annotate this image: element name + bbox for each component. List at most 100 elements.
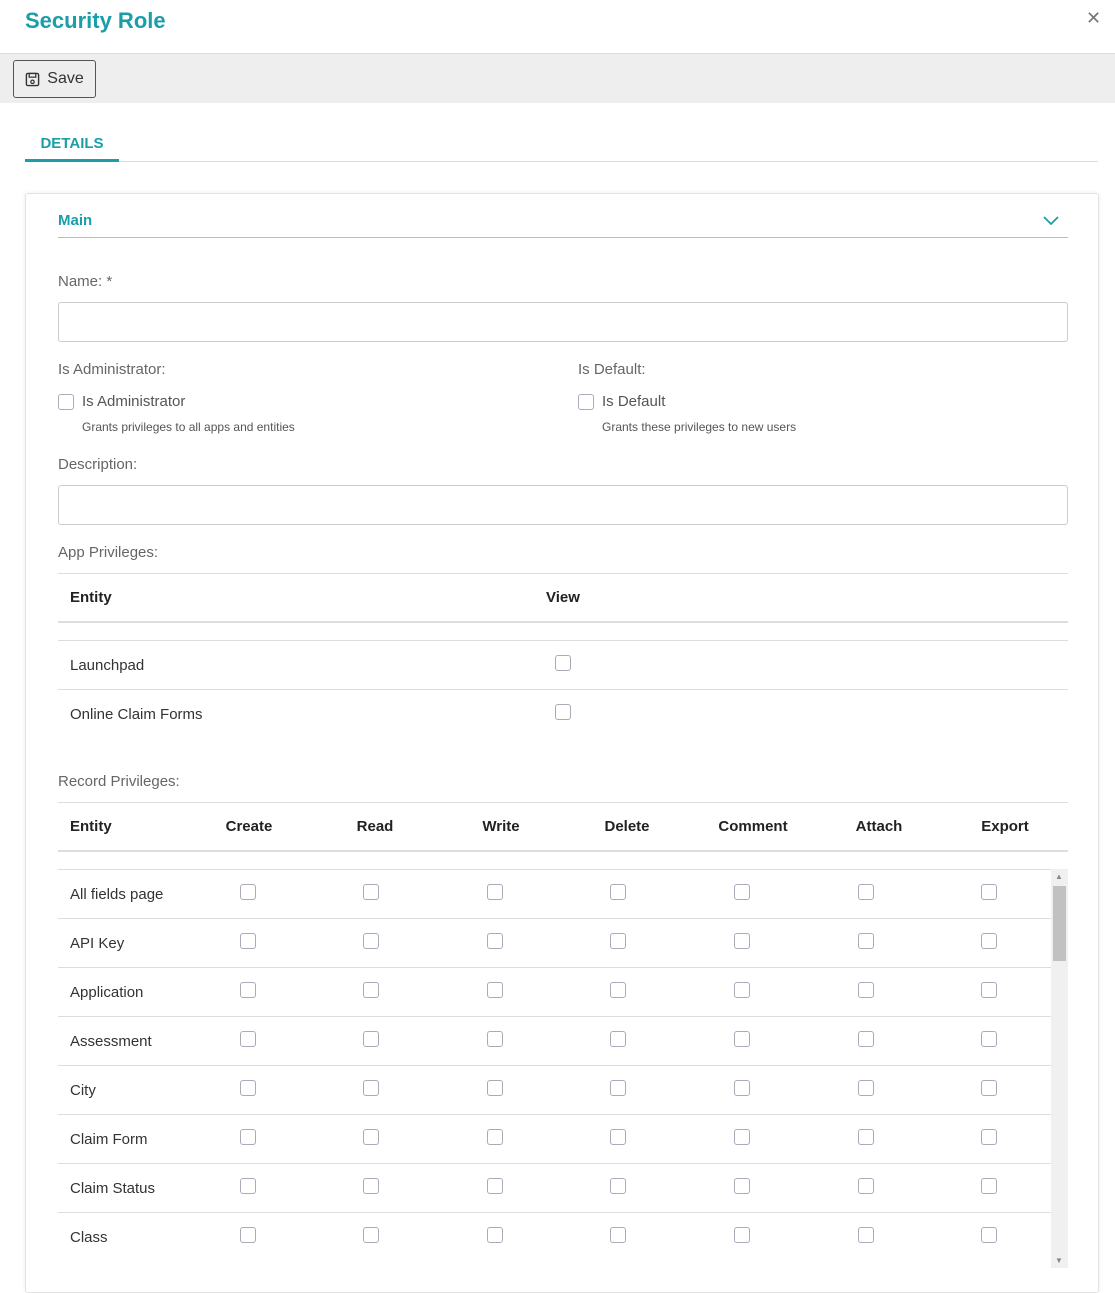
- section-header-main[interactable]: Main: [58, 212, 1068, 238]
- export-checkbox[interactable]: [981, 1227, 998, 1243]
- entity-name: City: [70, 1081, 96, 1099]
- scrollbar-thumb[interactable]: [1053, 886, 1066, 961]
- export-checkbox[interactable]: [981, 1080, 998, 1096]
- view-checkbox[interactable]: [555, 704, 571, 720]
- cell: [927, 982, 1051, 1002]
- is-default-checkbox[interactable]: [578, 393, 594, 410]
- entity-name: Claim Form: [70, 1130, 148, 1148]
- export-checkbox[interactable]: [981, 982, 998, 998]
- attach-checkbox[interactable]: [857, 1129, 874, 1145]
- description-input[interactable]: [58, 485, 1068, 525]
- create-checkbox[interactable]: [239, 1031, 256, 1047]
- read-checkbox[interactable]: [363, 884, 380, 900]
- attach-checkbox[interactable]: [857, 1227, 874, 1243]
- cell: [433, 1178, 557, 1198]
- cell: [804, 1227, 928, 1247]
- cell: [433, 884, 557, 904]
- read-checkbox[interactable]: [363, 1227, 380, 1243]
- write-checkbox[interactable]: [486, 884, 503, 900]
- attach-checkbox[interactable]: [857, 884, 874, 900]
- create-checkbox[interactable]: [239, 1080, 256, 1096]
- cell: [804, 1129, 928, 1149]
- write-checkbox[interactable]: [486, 1178, 503, 1194]
- read-checkbox[interactable]: [363, 1178, 380, 1194]
- export-checkbox[interactable]: [981, 1178, 998, 1194]
- delete-checkbox[interactable]: [610, 884, 627, 900]
- cell: [927, 1080, 1051, 1100]
- create-checkbox[interactable]: [239, 933, 256, 949]
- scroll-down-icon[interactable]: ▼: [1055, 1256, 1063, 1265]
- create-checkbox[interactable]: [239, 884, 256, 900]
- write-checkbox[interactable]: [486, 1031, 503, 1047]
- comment-checkbox[interactable]: [734, 1227, 751, 1243]
- export-checkbox[interactable]: [981, 884, 998, 900]
- delete-checkbox[interactable]: [610, 1178, 627, 1194]
- table-header: Entity View: [58, 573, 1068, 623]
- table-row: Claim Status: [58, 1163, 1051, 1212]
- read-checkbox[interactable]: [363, 1129, 380, 1145]
- entity-name: Class: [70, 1228, 108, 1246]
- delete-checkbox[interactable]: [610, 1031, 627, 1047]
- attach-checkbox[interactable]: [857, 1080, 874, 1096]
- write-checkbox[interactable]: [486, 1129, 503, 1145]
- view-checkbox[interactable]: [555, 655, 571, 671]
- cell: [927, 1031, 1051, 1051]
- cell: [804, 1080, 928, 1100]
- export-checkbox[interactable]: [981, 1031, 998, 1047]
- comment-checkbox[interactable]: [734, 1129, 751, 1145]
- attach-checkbox[interactable]: [857, 982, 874, 998]
- delete-checkbox[interactable]: [610, 1129, 627, 1145]
- scrollbar[interactable]: ▲ ▼: [1051, 869, 1068, 1268]
- cell: [680, 1080, 804, 1100]
- create-checkbox[interactable]: [239, 1178, 256, 1194]
- delete-checkbox[interactable]: [610, 1227, 627, 1243]
- cell: [680, 1129, 804, 1149]
- export-checkbox[interactable]: [981, 933, 998, 949]
- comment-checkbox[interactable]: [734, 933, 751, 949]
- cell: [804, 933, 928, 953]
- read-checkbox[interactable]: [363, 1080, 380, 1096]
- attach-checkbox[interactable]: [857, 1178, 874, 1194]
- write-checkbox[interactable]: [486, 1080, 503, 1096]
- write-checkbox[interactable]: [486, 933, 503, 949]
- attach-checkbox[interactable]: [857, 1031, 874, 1047]
- write-checkbox[interactable]: [486, 982, 503, 998]
- comment-checkbox[interactable]: [734, 884, 751, 900]
- close-icon[interactable]: ✕: [1086, 8, 1102, 28]
- cell: [680, 1031, 804, 1051]
- comment-checkbox[interactable]: [734, 982, 751, 998]
- delete-checkbox[interactable]: [610, 1080, 627, 1096]
- name-input[interactable]: [58, 302, 1068, 342]
- cell: [310, 1178, 434, 1198]
- read-checkbox[interactable]: [363, 1031, 380, 1047]
- read-checkbox[interactable]: [363, 982, 380, 998]
- cell: [433, 982, 557, 1002]
- record-rows-scroll-area[interactable]: All fields page API Key Application Assessm…: [58, 869, 1068, 1268]
- table-row: Launchpad: [58, 640, 1068, 689]
- is-admin-checkbox[interactable]: [58, 393, 74, 410]
- delete-checkbox[interactable]: [610, 933, 627, 949]
- create-checkbox[interactable]: [239, 1227, 256, 1243]
- chevron-down-icon[interactable]: [1042, 214, 1060, 226]
- comment-checkbox[interactable]: [734, 1080, 751, 1096]
- scroll-up-icon[interactable]: ▲: [1055, 872, 1063, 881]
- create-checkbox[interactable]: [239, 1129, 256, 1145]
- tab-details[interactable]: DETAILS: [25, 125, 119, 162]
- create-checkbox[interactable]: [239, 982, 256, 998]
- delete-checkbox[interactable]: [610, 982, 627, 998]
- header-view: View: [546, 589, 580, 606]
- attach-checkbox[interactable]: [857, 933, 874, 949]
- table-header: Entity Create Read Write Delete Comment Attach…: [58, 802, 1068, 852]
- header-attach: Attach: [855, 818, 903, 835]
- save-button[interactable]: Save: [13, 60, 96, 98]
- comment-checkbox[interactable]: [734, 1031, 751, 1047]
- cell: [433, 1031, 557, 1051]
- cell: [557, 1227, 681, 1247]
- write-checkbox[interactable]: [486, 1227, 503, 1243]
- cell: [433, 1080, 557, 1100]
- cell: [433, 1227, 557, 1247]
- cell: [310, 884, 434, 904]
- export-checkbox[interactable]: [981, 1129, 998, 1145]
- comment-checkbox[interactable]: [734, 1178, 751, 1194]
- read-checkbox[interactable]: [363, 933, 380, 949]
